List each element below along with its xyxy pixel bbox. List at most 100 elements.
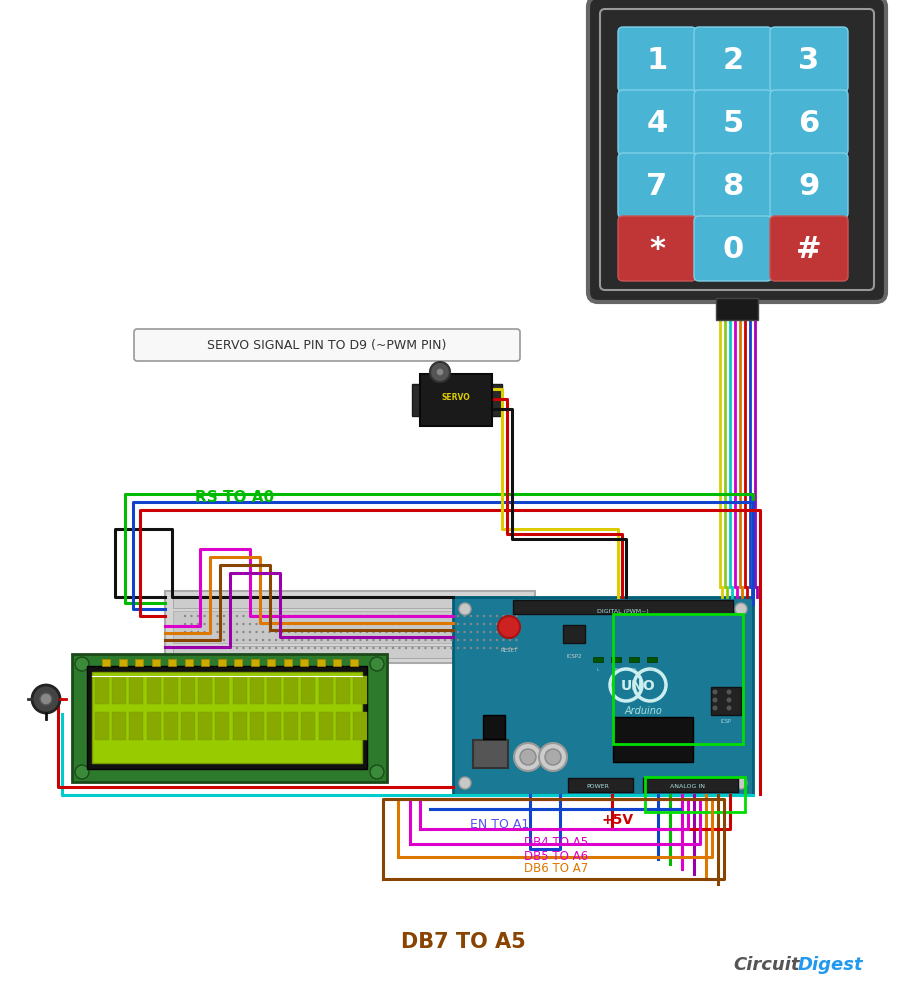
Circle shape [437, 623, 440, 625]
Circle shape [379, 631, 382, 634]
Circle shape [496, 631, 499, 634]
Circle shape [262, 647, 265, 650]
FancyBboxPatch shape [618, 91, 696, 156]
Circle shape [230, 631, 231, 634]
Circle shape [418, 647, 420, 650]
Circle shape [385, 639, 388, 642]
Circle shape [288, 623, 290, 625]
Circle shape [424, 623, 427, 625]
FancyBboxPatch shape [618, 28, 696, 93]
Circle shape [437, 647, 440, 650]
Circle shape [516, 647, 517, 650]
Bar [173, 611, 527, 643]
Circle shape [307, 623, 310, 625]
Circle shape [365, 615, 368, 617]
Circle shape [294, 623, 297, 625]
Circle shape [340, 647, 342, 650]
Circle shape [490, 631, 491, 634]
Circle shape [203, 631, 206, 634]
Circle shape [256, 623, 257, 625]
Circle shape [294, 615, 297, 617]
Circle shape [392, 623, 394, 625]
Circle shape [476, 623, 479, 625]
Circle shape [726, 690, 732, 695]
Circle shape [359, 623, 362, 625]
Circle shape [365, 631, 368, 634]
Circle shape [359, 647, 362, 650]
Circle shape [346, 647, 348, 650]
Bar [412, 385, 422, 416]
Circle shape [282, 631, 284, 634]
Bar [95, 712, 109, 740]
Circle shape [340, 639, 342, 642]
Circle shape [274, 615, 277, 617]
Circle shape [236, 623, 238, 625]
Bar [198, 676, 212, 704]
Circle shape [262, 639, 265, 642]
Circle shape [210, 639, 212, 642]
Text: RS TO A0: RS TO A0 [195, 489, 274, 504]
Circle shape [274, 623, 277, 625]
Circle shape [203, 615, 206, 617]
Circle shape [333, 631, 336, 634]
Bar [72, 655, 387, 782]
FancyBboxPatch shape [694, 154, 772, 219]
Circle shape [353, 623, 356, 625]
Bar [267, 660, 275, 667]
Circle shape [444, 631, 446, 634]
FancyBboxPatch shape [588, 0, 886, 303]
Circle shape [457, 647, 459, 650]
Bar [300, 660, 308, 667]
Bar [613, 614, 743, 744]
Circle shape [184, 631, 186, 634]
Circle shape [216, 631, 219, 634]
Circle shape [274, 647, 277, 650]
Circle shape [256, 615, 257, 617]
Circle shape [333, 615, 336, 617]
Circle shape [75, 765, 89, 779]
Circle shape [370, 658, 384, 671]
Bar [473, 740, 508, 768]
Bar [284, 676, 298, 704]
Bar [483, 715, 505, 740]
Text: DB5 TO A6: DB5 TO A6 [524, 849, 588, 862]
Circle shape [476, 615, 479, 617]
Bar [319, 676, 333, 704]
Circle shape [327, 647, 329, 650]
Circle shape [365, 639, 368, 642]
Circle shape [490, 623, 491, 625]
Circle shape [713, 690, 717, 695]
FancyBboxPatch shape [618, 217, 696, 282]
Text: Circuit: Circuit [733, 955, 799, 973]
Circle shape [320, 623, 323, 625]
Text: 9: 9 [798, 172, 820, 201]
Bar [112, 676, 126, 704]
Circle shape [346, 623, 348, 625]
Circle shape [340, 623, 342, 625]
Bar [336, 712, 350, 740]
Bar [716, 299, 758, 320]
Bar [198, 712, 212, 740]
Circle shape [203, 647, 206, 650]
Bar [317, 660, 325, 667]
Circle shape [464, 639, 465, 642]
Circle shape [508, 631, 511, 634]
Circle shape [242, 639, 245, 642]
Circle shape [498, 616, 520, 638]
Text: 1: 1 [646, 46, 668, 75]
Circle shape [490, 615, 491, 617]
Circle shape [373, 623, 374, 625]
Circle shape [190, 647, 193, 650]
Circle shape [496, 647, 499, 650]
Circle shape [508, 623, 511, 625]
Circle shape [490, 647, 491, 650]
Circle shape [431, 623, 433, 625]
Circle shape [516, 631, 517, 634]
Circle shape [359, 615, 362, 617]
Bar [629, 658, 639, 663]
Text: ICSP: ICSP [721, 718, 732, 724]
Circle shape [288, 615, 290, 617]
Circle shape [282, 623, 284, 625]
Circle shape [482, 623, 485, 625]
Bar [215, 676, 230, 704]
